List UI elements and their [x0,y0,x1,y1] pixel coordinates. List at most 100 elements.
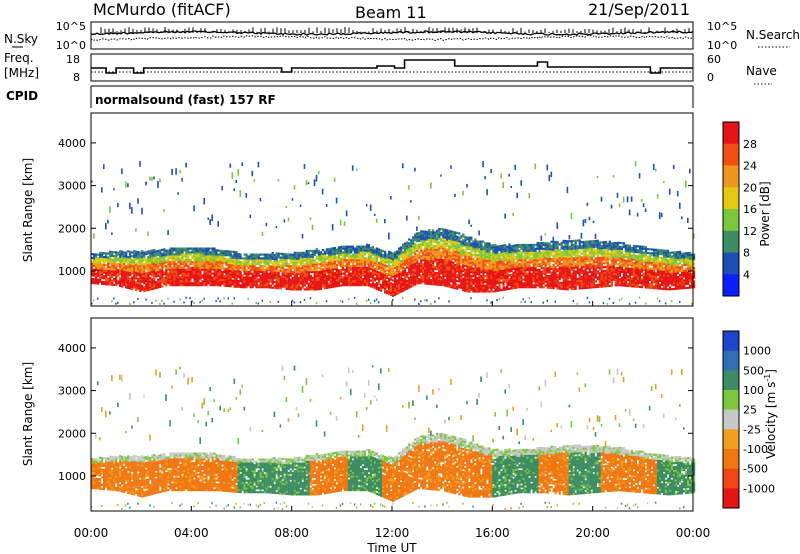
data-cell [135,250,138,253]
data-cell [185,255,188,258]
data-cell [147,263,150,267]
data-cell [446,244,449,247]
data-cell [464,264,467,267]
data-cell [392,279,395,282]
data-cell [269,259,272,262]
data-cell [249,280,252,283]
data-cell [518,249,521,252]
data-cell [225,254,228,257]
data-cell [121,281,124,284]
data-cell [97,272,100,275]
data-cell [303,282,306,285]
data-cell [247,282,250,285]
data-cell [271,275,274,278]
data-cell [145,274,148,277]
data-cell [436,250,439,253]
data-cell [175,262,178,266]
data-cell [195,276,198,279]
data-cell [516,251,519,254]
data-cell [273,259,276,262]
data-cell [329,286,332,289]
data-cell [438,262,441,265]
data-cell [466,247,469,251]
data-cell [371,249,375,252]
data-cell [139,280,142,283]
data-cell [273,269,276,272]
data-cell [518,282,521,285]
data-cell [470,236,473,239]
data-cell [305,286,308,289]
data-cell [319,266,322,269]
data-cell [329,249,332,252]
data-cell [185,276,188,279]
data-cell [347,268,351,271]
data-cell [534,278,537,281]
data-cell [462,273,465,276]
data-cell [361,268,365,271]
data-cell [145,264,148,267]
data-cell [187,249,190,252]
data-cell [359,272,363,275]
data-cell [373,273,377,276]
data-cell [400,273,403,276]
data-cell [205,272,208,275]
data-cell [295,278,298,281]
data-cell [351,261,355,264]
data-cell [239,255,242,258]
data-cell [357,276,361,279]
data-cell [111,279,114,282]
data-cell [305,280,308,283]
data-cell [187,276,190,279]
data-cell [163,256,166,259]
data-cell [141,273,144,276]
data-cell [396,284,399,288]
data-cell [486,255,489,258]
data-cell [406,251,409,254]
data-cell [167,280,170,283]
data-cell [237,270,240,273]
data-cell [508,280,511,283]
data-cell [430,275,433,278]
data-cell [436,233,439,236]
data-cell [157,249,160,252]
data-cell [540,261,543,264]
data-cell [361,284,365,287]
data-cell [412,242,415,245]
data-cell [546,267,549,270]
data-cell [127,256,130,259]
data-cell [508,278,511,281]
data-cell [319,251,322,254]
data-cell [141,275,144,278]
data-cell [478,286,481,289]
data-cell [518,245,521,248]
data-cell [107,283,110,286]
data-cell [514,271,517,274]
data-cell [337,284,340,287]
data-cell [480,267,483,270]
data-cell [271,265,274,268]
data-cell [227,269,230,272]
data-cell [424,267,427,270]
data-cell [169,262,172,266]
data-cell [514,273,517,276]
data-cell [470,269,473,272]
data-cell [93,253,96,256]
data-cell [390,266,393,270]
data-cell [319,253,322,256]
data-cell [185,262,188,266]
data-cell [538,259,541,262]
data-cell [544,242,547,245]
data-cell [384,285,387,288]
data-cell [532,253,535,256]
data-cell [343,278,346,281]
data-cell [129,273,132,277]
data-cell [380,249,383,252]
data-cell [243,278,246,281]
data-cell [448,275,451,279]
data-cell [400,267,403,270]
data-cell [283,260,286,263]
data-cell [456,237,459,240]
data-cell [472,282,475,285]
data-cell [516,274,519,277]
freq-tick-18: 18 [66,53,80,66]
